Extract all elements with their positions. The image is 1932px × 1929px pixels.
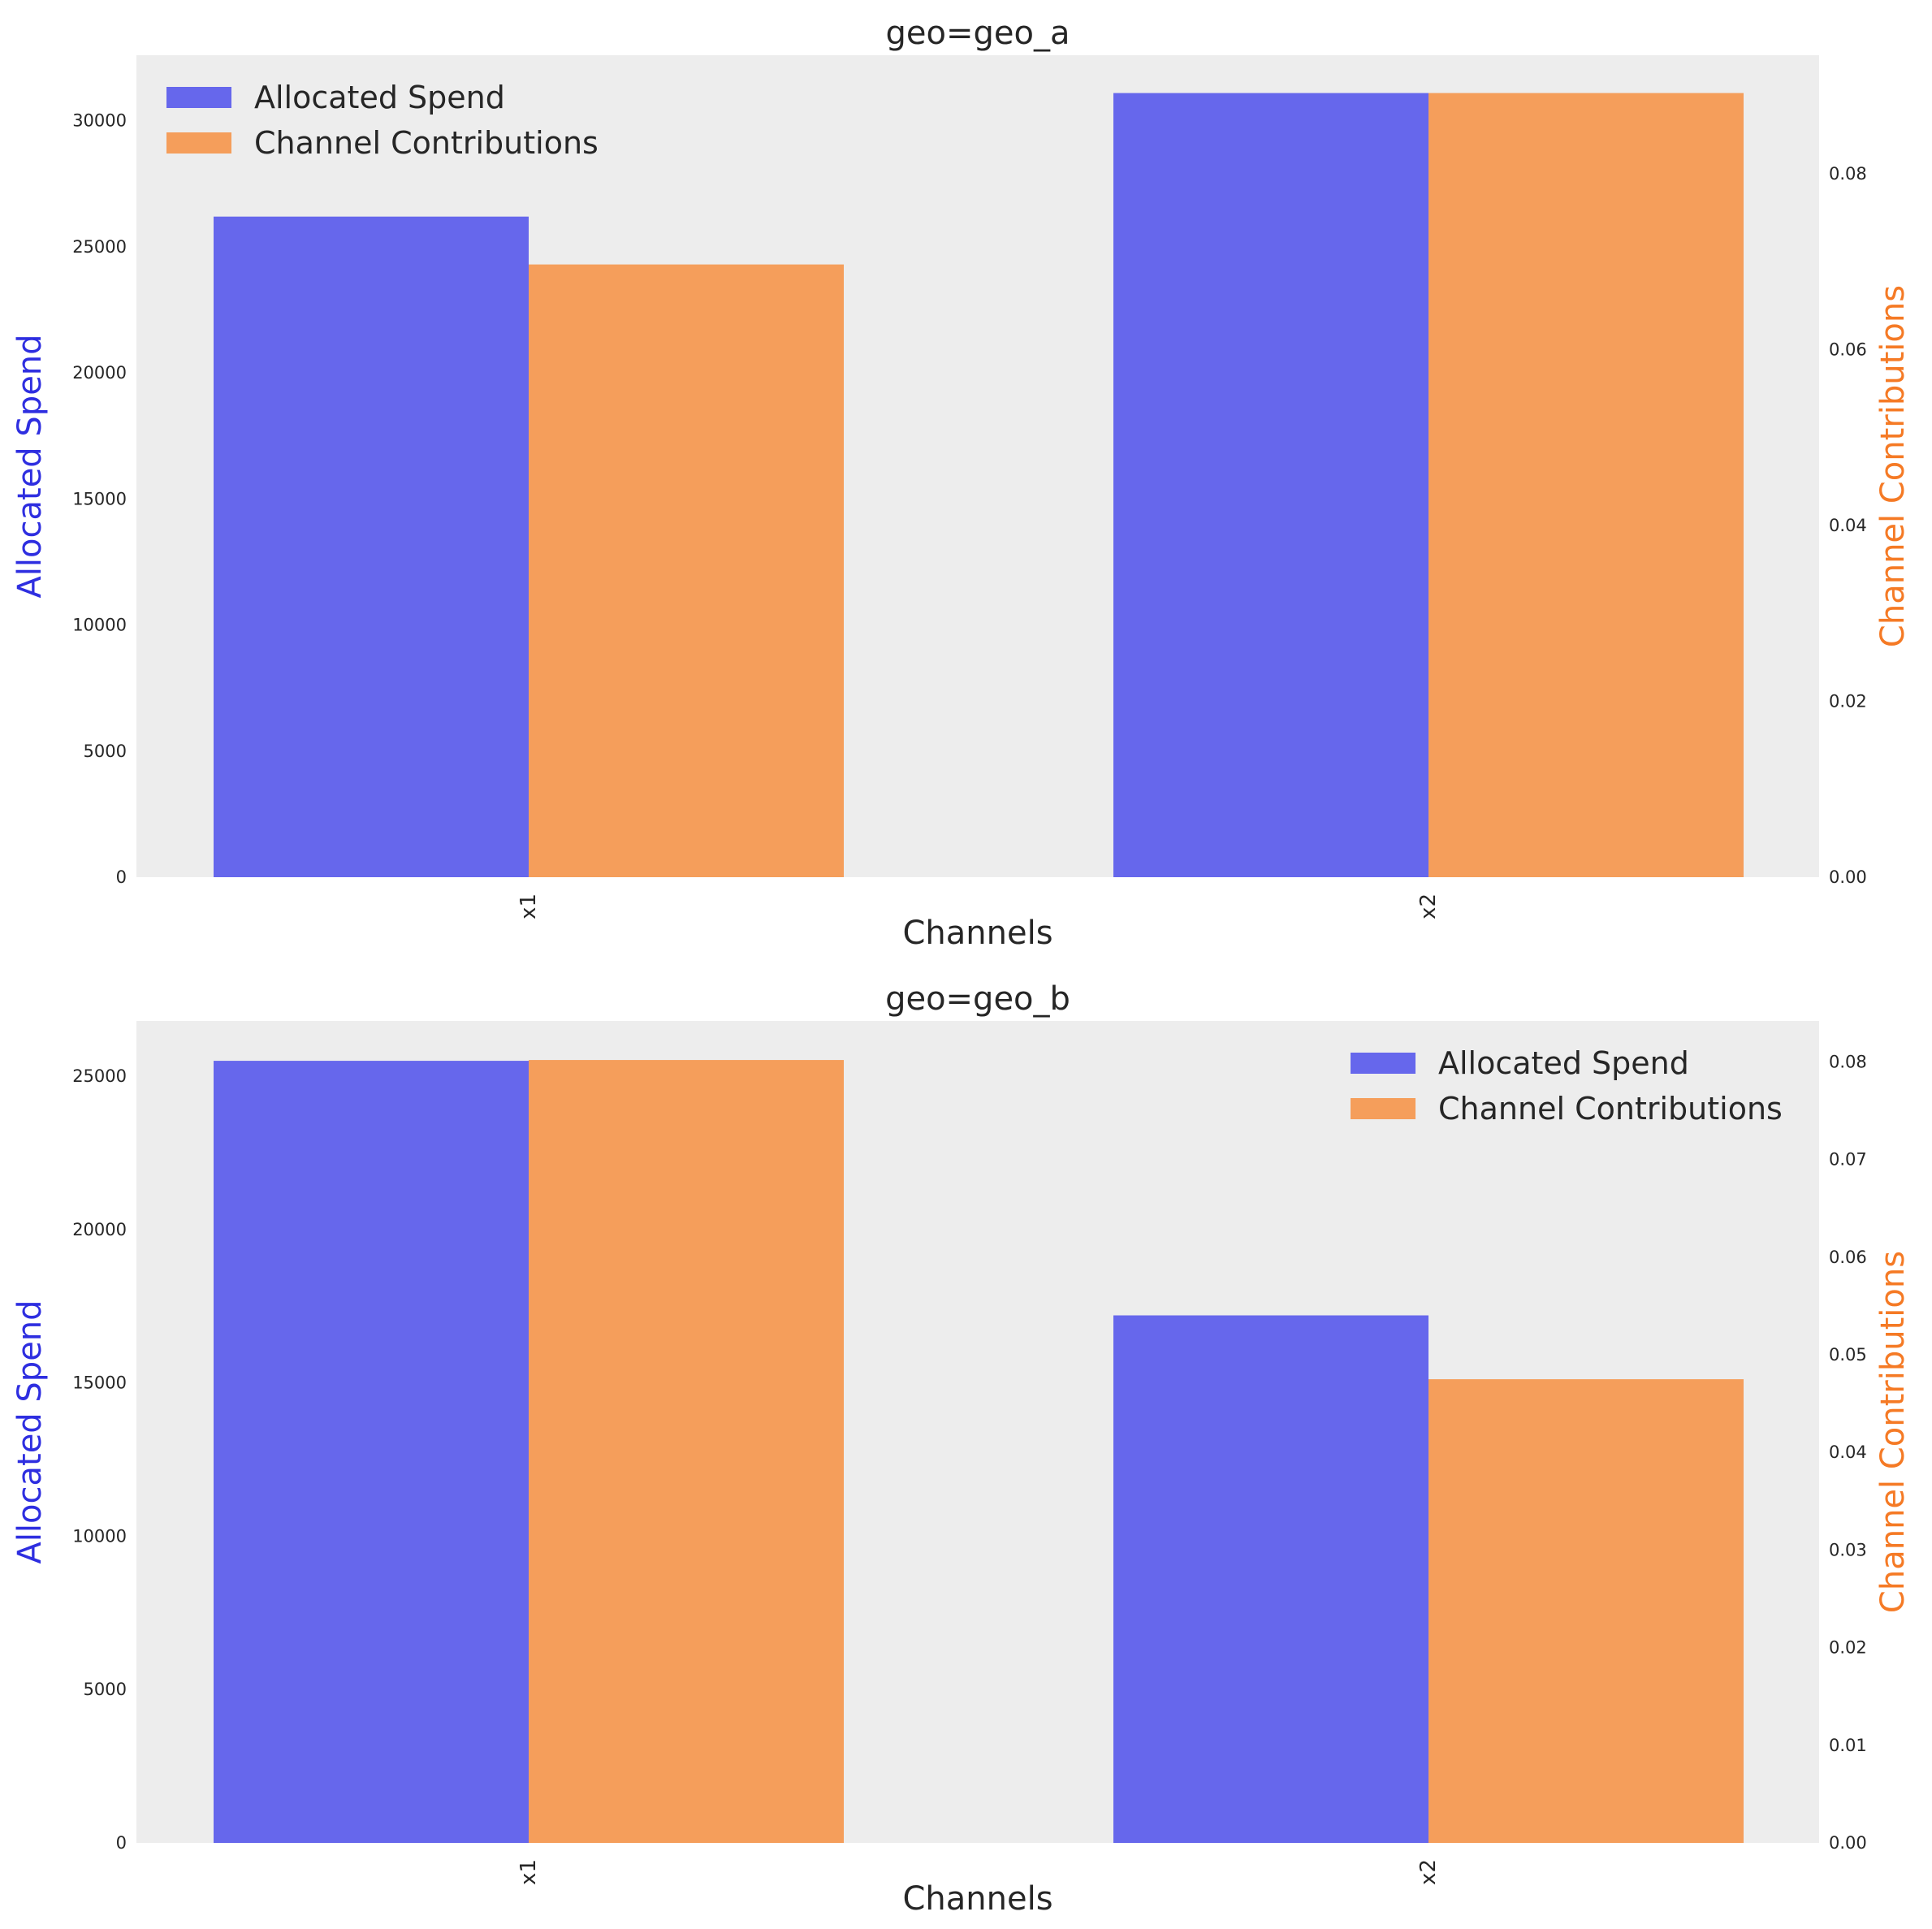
legend-label-allocated-spend: Allocated Spend: [1438, 1045, 1689, 1081]
x-axis-label: Channels: [902, 1880, 1052, 1918]
x-tick-label: x1: [516, 893, 541, 919]
y-right-tick-label: 0.02: [1829, 692, 1867, 711]
y-left-tick-label: 5000: [84, 742, 127, 761]
bar-allocated-spend-x2: [1113, 93, 1428, 878]
y-left-tick-label: 30000: [72, 111, 127, 131]
y-right-tick-label: 0.01: [1829, 1736, 1867, 1755]
y-axis-label-left: Allocated Spend: [11, 1300, 49, 1564]
y-right-tick-label: 0.08: [1829, 1052, 1867, 1071]
chart-title: geo=geo_b: [885, 980, 1070, 1018]
legend-swatch-allocated-spend: [1351, 1053, 1416, 1074]
y-right-tick-label: 0.06: [1829, 340, 1867, 360]
y-axis-label-right: Channel Contributions: [1874, 1251, 1912, 1613]
chart-panel-2: geo=geo_b x1 x2 0 5000 10000 15000 20000 25000 0.…: [11, 980, 1912, 1918]
bar-allocated-spend-x1: [214, 1061, 529, 1843]
bar-channel-contributions-x1: [529, 264, 844, 878]
y-left-tick-label: 15000: [72, 489, 127, 508]
legend-swatch-channel-contributions: [166, 132, 231, 154]
y-left-tick-label: 10000: [72, 616, 127, 635]
bar-channel-contributions-x2: [1428, 1379, 1744, 1843]
legend: Allocated Spend Channel Contributions: [1351, 1045, 1783, 1127]
y-left-tick-label: 10000: [72, 1526, 127, 1546]
y-left-tick-label: 20000: [72, 1220, 127, 1239]
y-right-tick-label: 0.03: [1829, 1540, 1867, 1559]
y-axis-label-left: Allocated Spend: [11, 334, 49, 598]
chart-title: geo=geo_a: [886, 15, 1070, 52]
y-left-tick-label: 25000: [72, 1066, 127, 1086]
bar-allocated-spend-x2: [1113, 1315, 1428, 1843]
y-right-tick-label: 0.04: [1829, 1442, 1867, 1462]
bar-channel-contributions-x1: [529, 1060, 844, 1843]
legend-swatch-channel-contributions: [1351, 1098, 1416, 1119]
y-axis-label-right: Channel Contributions: [1874, 285, 1912, 647]
x-tick-label: x1: [516, 1859, 541, 1885]
x-tick-label: x2: [1416, 1859, 1441, 1885]
bar-channel-contributions-x2: [1428, 93, 1744, 877]
legend: Allocated Spend Channel Contributions: [166, 80, 599, 161]
legend-label-channel-contributions: Channel Contributions: [254, 125, 599, 161]
y-right-tick-label: 0.02: [1829, 1638, 1867, 1658]
y-left-tick-label: 0: [116, 867, 127, 887]
legend-swatch-allocated-spend: [166, 87, 231, 108]
y-right-tick-label: 0.06: [1829, 1248, 1867, 1267]
y-right-tick-label: 0.07: [1829, 1150, 1867, 1170]
y-right-tick-label: 0.00: [1829, 1833, 1867, 1853]
y-left-tick-label: 20000: [72, 363, 127, 383]
x-tick-label: x2: [1416, 893, 1441, 919]
y-right-tick-label: 0.08: [1829, 164, 1867, 184]
y-right-tick-label: 0.00: [1829, 867, 1867, 887]
y-left-tick-label: 25000: [72, 237, 127, 257]
legend-label-channel-contributions: Channel Contributions: [1438, 1091, 1783, 1127]
y-right-tick-label: 0.04: [1829, 516, 1867, 535]
x-axis-label: Channels: [902, 915, 1052, 952]
y-left-tick-label: 0: [116, 1833, 127, 1853]
y-left-tick-label: 5000: [84, 1680, 127, 1699]
y-right-tick-label: 0.05: [1829, 1345, 1867, 1365]
legend-label-allocated-spend: Allocated Spend: [254, 80, 505, 115]
bar-allocated-spend-x1: [214, 216, 529, 878]
y-left-tick-label: 15000: [72, 1373, 127, 1393]
chart-panel-1: geo=geo_a x1 x2 0 5000 10000 15000 20000 25000 30…: [11, 15, 1912, 952]
